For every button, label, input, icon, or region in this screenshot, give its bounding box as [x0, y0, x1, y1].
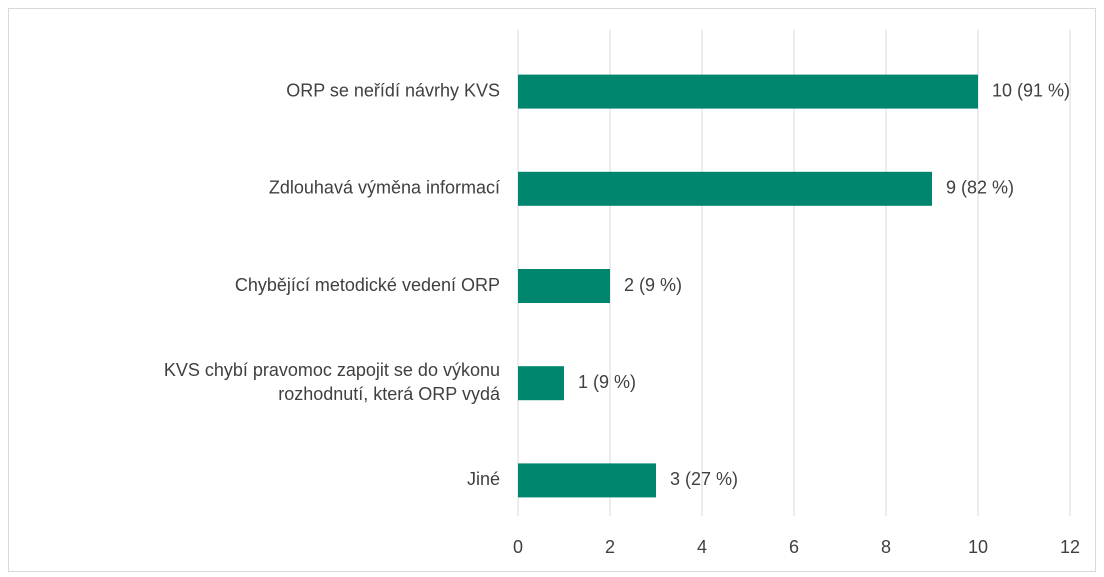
x-tick-label: 2 [605, 537, 615, 557]
x-tick-label: 8 [881, 537, 891, 557]
y-tick-label: Zdlouhavá výměna informací [269, 178, 500, 198]
value-label: 1 (9 %) [578, 372, 636, 392]
y-tick-label: ORP se neřídí návrhy KVS [286, 80, 500, 100]
x-tick-label: 4 [697, 537, 707, 557]
x-tick-label: 6 [789, 537, 799, 557]
value-label: 9 (82 %) [946, 178, 1014, 198]
bar [518, 463, 656, 498]
x-tick-label: 0 [513, 537, 523, 557]
value-label: 10 (91 %) [992, 80, 1070, 100]
y-tick-label: Chybějící metodické vedení ORP [235, 275, 500, 295]
bar [518, 269, 610, 303]
bar [518, 74, 978, 109]
x-tick-label: 12 [1060, 537, 1080, 557]
value-label: 2 (9 %) [624, 275, 682, 295]
bar [518, 366, 564, 401]
y-tick-label: KVS chybí pravomoc zapojit se do výkonu r… [164, 360, 501, 404]
y-tick-label: Jiné [467, 469, 500, 489]
value-label: 3 (27 %) [670, 469, 738, 489]
bar [518, 171, 932, 206]
x-tick-label: 10 [968, 537, 988, 557]
